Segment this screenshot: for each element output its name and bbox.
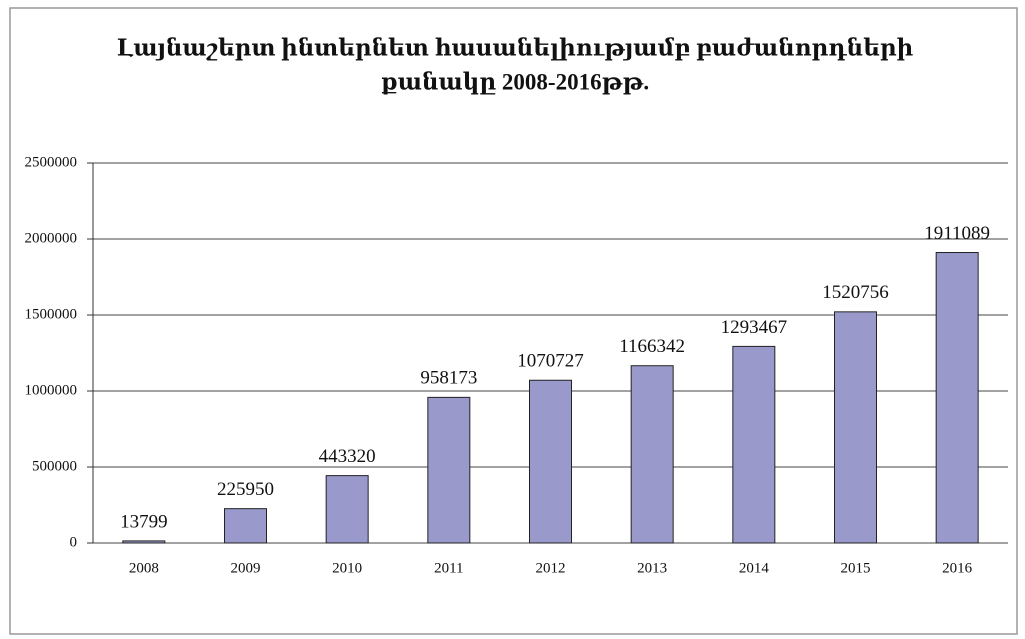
data-label: 1293467 <box>721 317 788 338</box>
chart-title: Լայնաշերտ ինտերնետ հասանելիությամբ բաժան… <box>117 35 914 60</box>
x-tick-label: 2013 <box>637 560 667 576</box>
x-tick-label: 2016 <box>942 560 973 576</box>
bar <box>427 396 471 544</box>
y-tick-label: 1500000 <box>25 306 78 322</box>
data-label: 1166342 <box>619 336 685 357</box>
data-label: 13799 <box>120 511 168 532</box>
chart-title: քանակը 2008-2016թթ. <box>381 69 649 94</box>
data-label: 1070727 <box>517 351 584 372</box>
bar <box>732 345 776 544</box>
bar <box>834 311 877 544</box>
y-tick-label: 0 <box>70 534 78 550</box>
x-tick-label: 2010 <box>332 560 362 576</box>
y-tick-label: 2500000 <box>25 154 78 170</box>
x-tick-label: 2011 <box>434 560 463 576</box>
bar <box>935 252 979 544</box>
y-tick-label: 2000000 <box>25 230 78 246</box>
data-label: 1520756 <box>822 282 889 303</box>
data-label: 1911089 <box>924 223 990 244</box>
bar <box>122 540 166 544</box>
bar <box>630 365 674 544</box>
x-tick-label: 2015 <box>841 560 871 576</box>
x-tick-label: 2014 <box>739 560 770 576</box>
x-tick-label: 2009 <box>231 560 261 576</box>
bar <box>529 379 572 544</box>
x-tick-label: 2012 <box>536 560 566 576</box>
y-tick-label: 1000000 <box>25 382 78 398</box>
data-label: 958173 <box>420 368 477 389</box>
x-tick-label: 2008 <box>129 560 159 576</box>
y-tick-label: 500000 <box>32 458 77 474</box>
bar <box>325 475 369 544</box>
data-label: 443320 <box>319 446 376 467</box>
data-label: 225950 <box>217 479 274 500</box>
bar <box>224 508 267 544</box>
